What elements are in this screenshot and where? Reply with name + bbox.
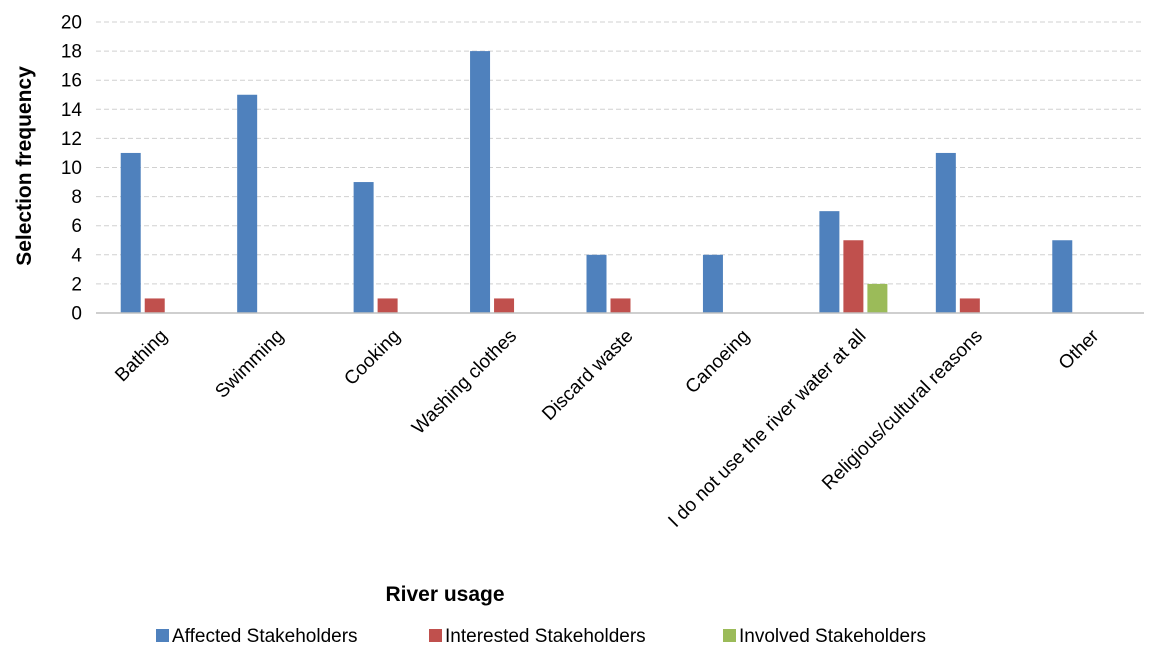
legend-item: Involved Stakeholders — [723, 626, 926, 647]
y-tick-label: 2 — [71, 274, 82, 295]
y-axis-title: Selection frequency — [13, 66, 36, 266]
y-tick-label: 18 — [61, 42, 82, 63]
bar — [494, 298, 515, 313]
x-tick-label: Canoeing — [682, 326, 754, 398]
x-axis-title: River usage — [385, 583, 504, 606]
x-tick-label: Cooking — [340, 326, 404, 390]
legend-label: Interested Stakeholders — [445, 626, 646, 647]
x-tick-label: Other — [1055, 325, 1104, 374]
bar — [702, 254, 723, 313]
x-tick-label: Bathing — [111, 326, 171, 386]
legend-swatch — [156, 629, 169, 642]
bar — [610, 298, 631, 313]
y-tick-label: 16 — [61, 71, 82, 92]
y-tick-label: 12 — [61, 129, 82, 150]
y-tick-label: 6 — [71, 216, 82, 237]
bar — [237, 94, 258, 313]
legend-swatch — [723, 629, 736, 642]
legend-label: Affected Stakeholders — [172, 626, 358, 647]
bar — [144, 298, 165, 313]
x-tick-label: Swimming — [211, 326, 288, 403]
bar — [377, 298, 398, 313]
x-tick-label: Discard waste — [538, 326, 637, 425]
bar — [470, 51, 491, 313]
legend-item: Interested Stakeholders — [429, 626, 646, 647]
y-tick-label: 8 — [71, 187, 82, 208]
x-tick-labels: Bathing Swimming Cooking Washing clothes Dis… — [111, 325, 1103, 532]
legend-label: Involved Stakeholders — [739, 626, 926, 647]
x-tick-label: I do not use the river water at all — [664, 326, 870, 532]
bar — [843, 240, 864, 313]
y-tick-label: 20 — [61, 13, 82, 34]
legend: Affected Stakeholders Interested Stakehol… — [156, 626, 926, 647]
legend-swatch — [429, 629, 442, 642]
bar — [353, 182, 374, 313]
legend-item: Affected Stakeholders — [156, 626, 358, 647]
bar — [1052, 240, 1073, 313]
bar — [586, 254, 607, 313]
gridlines — [96, 21, 1144, 285]
x-tick-label: Washing clothes — [408, 326, 521, 439]
y-tick-label: 14 — [61, 100, 83, 121]
bars — [120, 51, 1073, 313]
bar — [120, 152, 141, 313]
y-tick-label: 0 — [71, 304, 82, 325]
y-tick-label: 4 — [71, 245, 82, 266]
bar — [935, 152, 956, 313]
bar — [867, 283, 888, 313]
bar — [959, 298, 980, 313]
y-tick-label: 10 — [61, 158, 82, 179]
y-tick-labels: 0 2 4 6 8 10 12 14 16 18 20 — [61, 13, 83, 325]
bar — [819, 211, 840, 313]
